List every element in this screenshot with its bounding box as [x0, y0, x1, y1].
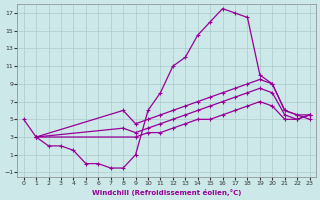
X-axis label: Windchill (Refroidissement éolien,°C): Windchill (Refroidissement éolien,°C): [92, 189, 241, 196]
